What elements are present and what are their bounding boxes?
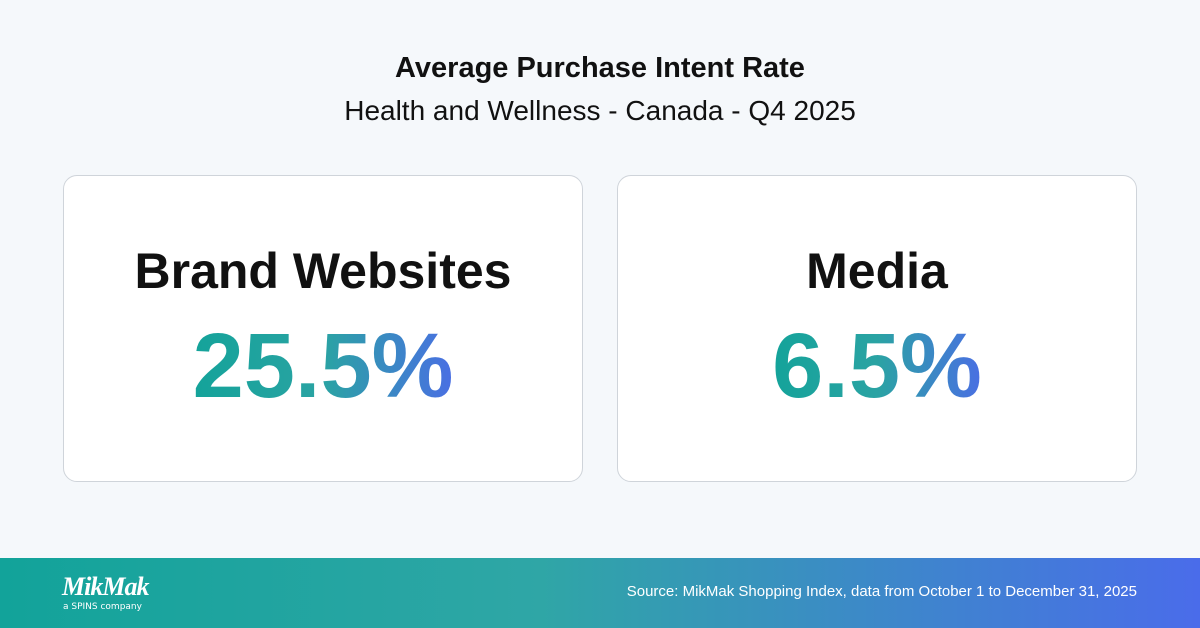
stat-card: Brand Websites 25.5% [63, 175, 583, 482]
card-label: Media [806, 243, 948, 299]
stat-card: Media 6.5% [617, 175, 1137, 482]
logo: MikMak [62, 572, 149, 601]
card-value-box: 25.5% [64, 314, 582, 419]
subtitle: Health and Wellness - Canada - Q4 2025 [344, 95, 856, 126]
card-value-box: 6.5% [618, 314, 1136, 419]
tagline: a SPINS company [63, 602, 142, 612]
card-value: 6.5% [772, 315, 982, 417]
card-label: Brand Websites [134, 243, 512, 299]
source: Source: MikMak Shopping Index, data from… [626, 583, 1137, 600]
card-value: 25.5% [192, 315, 454, 417]
title: Average Purchase Intent Rate [395, 52, 805, 84]
footer: MikMak a SPINS company Source: MikMak Sh… [0, 558, 1200, 628]
